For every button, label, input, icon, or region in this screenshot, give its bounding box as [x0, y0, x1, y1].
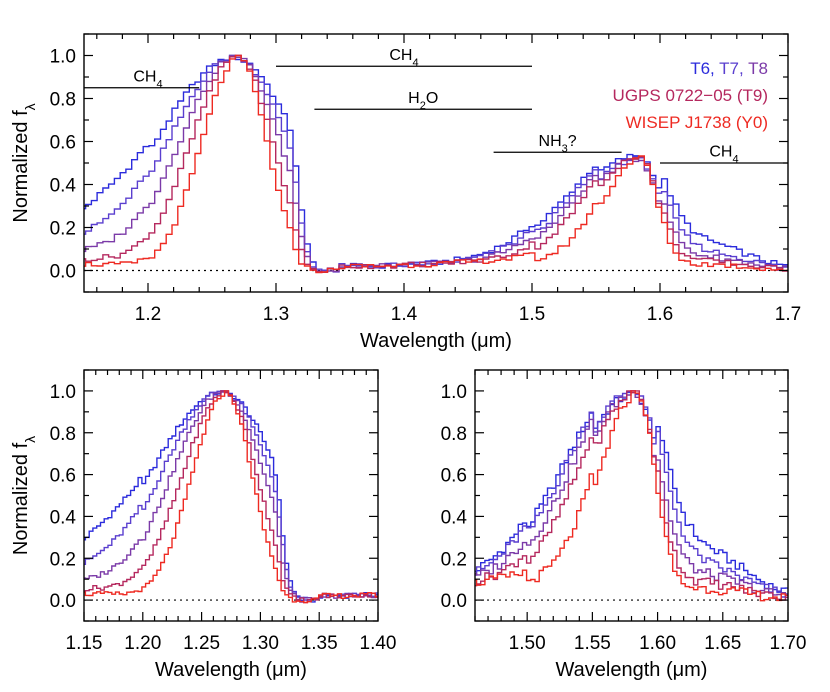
annotation-h2o-label: H2O	[408, 90, 438, 112]
x-tick-label: 1.30	[242, 633, 279, 654]
y-tick-label: 0.2	[441, 549, 467, 570]
annotation-ch4-middle-label: CH4	[389, 47, 418, 69]
series-wisep-j1738-y0-	[84, 54, 788, 274]
y-tick-label: 1.0	[50, 47, 76, 68]
x-tick-label: 1.2	[135, 304, 161, 325]
y-tick-label: 1.0	[50, 382, 76, 403]
y-tick-label: 0.6	[50, 133, 76, 154]
y-tick-label: 1.0	[441, 382, 467, 403]
top-panel: 1.2 1.3 1.4 1.5 1.6 1.7 0.0 0.2 0.4 0.6 0.8 1.0 Wave…	[10, 33, 801, 352]
x-tick-label: 1.5	[519, 304, 545, 325]
y-axis-label: Normalized fλ	[10, 103, 38, 222]
x-axis-label: Wavelength (μm)	[556, 659, 708, 681]
series-group	[84, 390, 378, 604]
y-tick-label: 0.6	[50, 466, 76, 487]
series-wisep-j1738-y0-	[84, 390, 378, 604]
y-tick-label: 0.0	[50, 262, 76, 283]
series-t7	[84, 390, 378, 602]
annotation-ch4-left-label: CH4	[133, 68, 162, 90]
series-group	[84, 54, 788, 274]
series-t8	[84, 390, 378, 603]
bottom-right-panel: 1.50 1.55 1.60 1.65 1.70 0.0 0.2 0.4 0.6 0.8 1.0 Wa…	[441, 369, 807, 681]
bottom-left-panel: 1.15 1.20 1.25 1.30 1.35 1.40 0.0 0.2 0.4 0.6 0.8 1…	[10, 369, 397, 681]
series-ugps-0722-05-t9-	[84, 390, 378, 604]
series-t8	[84, 54, 788, 273]
y-tick-label: 0.6	[441, 466, 467, 487]
y-tick-label: 0.4	[50, 507, 77, 528]
y-tick-label: 0.2	[50, 549, 76, 570]
y-tick-label: 0.0	[50, 591, 76, 612]
y-tick-label: 0.8	[50, 90, 76, 111]
y-tick-label: 0.0	[441, 591, 467, 612]
x-tick-label: 1.70	[770, 633, 807, 654]
series-t7	[475, 390, 788, 598]
y-tick-label: 0.8	[441, 424, 467, 445]
x-tick-label: 1.35	[301, 633, 338, 654]
series-ugps-0722-05-t9-	[84, 54, 788, 273]
series-group	[475, 390, 788, 602]
annotation-ch4-right-label: CH4	[709, 144, 738, 166]
x-tick-label: 1.3	[263, 304, 289, 325]
x-tick-label: 1.65	[704, 633, 741, 654]
x-tick-label: 1.4	[391, 304, 418, 325]
x-tick-label: 1.40	[360, 633, 397, 654]
y-tick-label: 0.4	[441, 507, 468, 528]
x-tick-label: 1.25	[183, 633, 220, 654]
x-tick-label: 1.60	[639, 633, 676, 654]
x-tick-label: 1.7	[775, 304, 801, 325]
plot-frame	[474, 369, 789, 622]
y-tick-label: 0.2	[50, 219, 76, 240]
x-tick-label: 1.55	[574, 633, 611, 654]
y-tick-label: 0.4	[50, 176, 77, 197]
x-tick-label: 1.6	[647, 304, 673, 325]
series-t6	[84, 54, 788, 272]
series-t6	[475, 390, 788, 593]
series-wisep-j1738-y0-	[475, 390, 788, 602]
x-tick-label: 1.15	[66, 633, 103, 654]
series-t6	[84, 390, 378, 603]
y-axis-label: Normalized fλ	[10, 436, 38, 555]
legend-entry: T6, T7, T8	[690, 59, 768, 78]
legend-entry: UGPS 0722−05 (T9)	[613, 86, 768, 105]
x-tick-label: 1.50	[509, 633, 546, 654]
x-tick-label: 1.20	[124, 633, 161, 654]
legend-entry: WISEP J1738 (Y0)	[626, 113, 768, 132]
y-tick-label: 0.8	[50, 424, 76, 445]
series-t8	[475, 390, 788, 599]
x-axis-label: Wavelength (μm)	[360, 330, 512, 352]
x-axis-label: Wavelength (μm)	[155, 659, 307, 681]
annotation-nh3-label: NH3?	[539, 133, 577, 155]
